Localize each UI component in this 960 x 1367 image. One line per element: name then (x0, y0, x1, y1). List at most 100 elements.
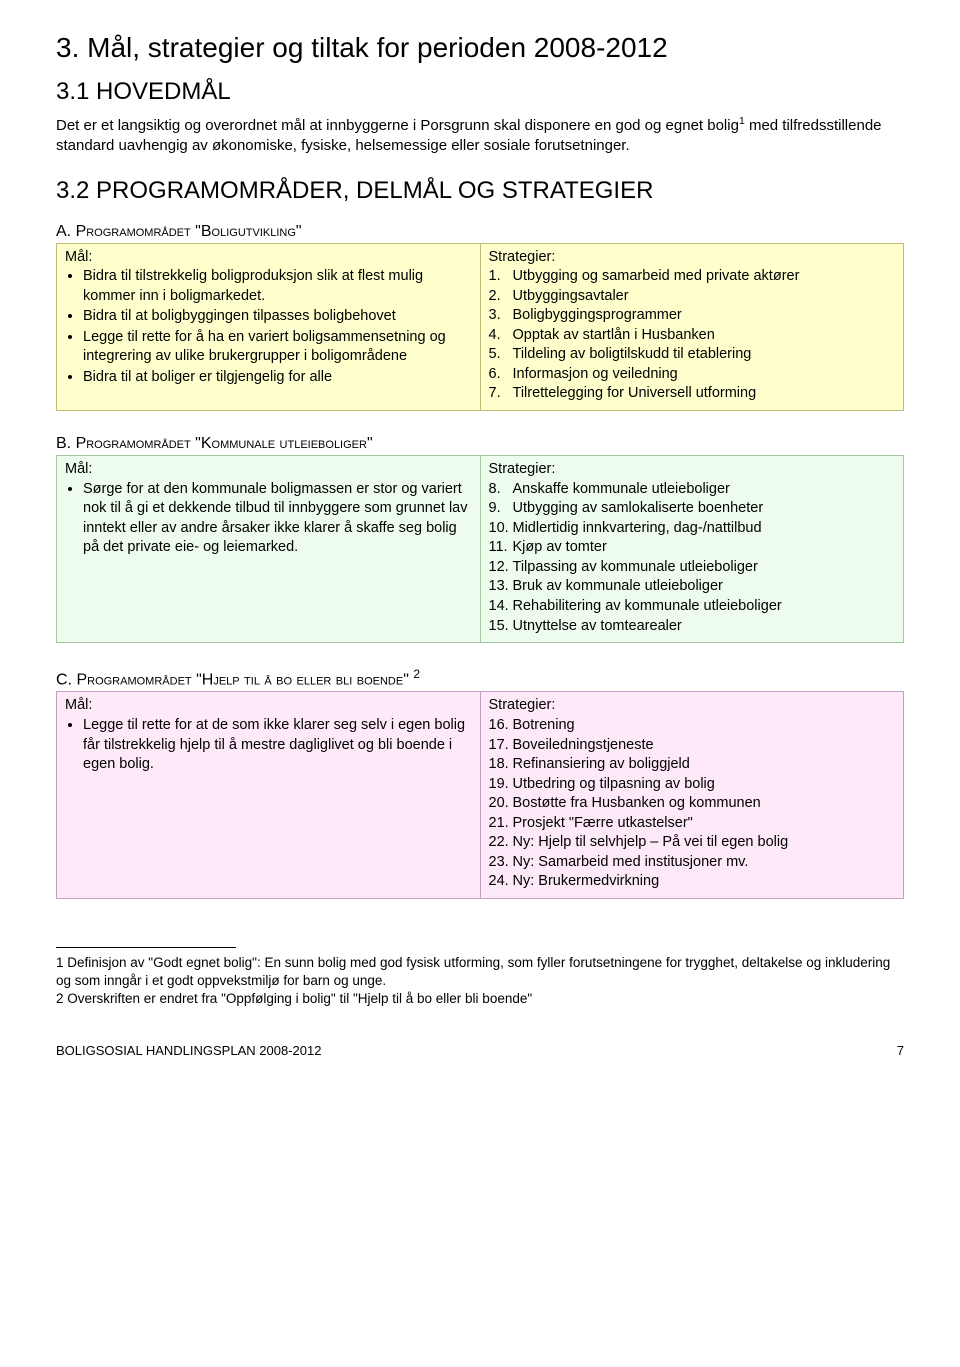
prog-a-strategies: 1.Utbygging og samarbeid med private akt… (489, 267, 896, 404)
prog-c-goals: Legge til rette for at de som ikke klare… (65, 716, 472, 775)
n: 17. (489, 736, 513, 756)
t: Informasjon og veiledning (513, 365, 896, 385)
t: Ny: Brukermedvirkning (513, 872, 896, 892)
t: Ny: Samarbeid med institusjoner mv. (513, 853, 896, 873)
footer-page-number: 7 (897, 1043, 904, 1058)
t: Utbedring og tilpasning av bolig (513, 775, 896, 795)
t: Utbygging av samlokaliserte boenheter (513, 499, 896, 519)
t: Bostøtte fra Husbanken og kommunen (513, 794, 896, 814)
mal-label: Mål: (65, 696, 472, 716)
h-c: "K (191, 435, 212, 452)
h-c: "B (191, 223, 212, 240)
n: 6. (489, 365, 513, 385)
prog-c-box: Mål: Legge til rette for at de som ikke … (56, 691, 904, 899)
h-e: " (296, 223, 302, 240)
n: 15. (489, 617, 513, 637)
t: Rehabilitering av kommunale utleiebolige… (513, 597, 896, 617)
sec31-paragraph: Det er et langsiktig og overordnet mål a… (56, 114, 904, 157)
n: 7. (489, 384, 513, 404)
h-b: rogramområdet (86, 223, 191, 240)
prog-a-box: Mål: Bidra til tilstrekkelig boligproduk… (56, 243, 904, 412)
n: 9. (489, 499, 513, 519)
footnote-ref-2: 2 (413, 667, 420, 681)
prog-a-goals: Bidra til tilstrekkelig boligproduksjon … (65, 267, 472, 387)
h-d: oligutvikling (212, 223, 296, 240)
footer-left: BOLIGSOSIAL HANDLINGSPLAN 2008-2012 (56, 1043, 321, 1058)
n: 19. (489, 775, 513, 795)
h-d: jelp til å bo eller bli boende (213, 671, 403, 688)
para-part-a: Det er et langsiktig og overordnet mål a… (56, 117, 739, 134)
t: Midlertidig innkvartering, dag-/nattilbu… (513, 519, 896, 539)
mal-label: Mål: (65, 248, 472, 268)
n: 20. (489, 794, 513, 814)
n: 5. (489, 345, 513, 365)
n: 11. (489, 538, 513, 558)
list-item: Legge til rette for å ha en variert boli… (83, 328, 472, 367)
h-a: B. P (56, 435, 86, 452)
prog-b-goals: Sørge for at den kommunale boligmassen e… (65, 480, 472, 558)
h-e: " (403, 671, 413, 688)
t: Ny: Hjelp til selvhjelp – På vei til ege… (513, 833, 896, 853)
h-a: A. P (56, 223, 86, 240)
sec32-heading: 3.2 PROGRAMOMRÅDER, DELMÅL OG STRATEGIER (56, 177, 904, 205)
list-item: Legge til rette for at de som ikke klare… (83, 716, 472, 775)
list-item: Bidra til tilstrekkelig boligproduksjon … (83, 267, 472, 306)
list-item: Bidra til at boliger er tilgjengelig for… (83, 368, 472, 388)
t: Utbyggingsavtaler (513, 287, 896, 307)
footnote-2: 2 Overskriften er endret fra "Oppfølging… (56, 990, 904, 1008)
prog-b-box: Mål: Sørge for at den kommunale boligmas… (56, 455, 904, 643)
t: Utnyttelse av tomtearealer (513, 617, 896, 637)
t: Kjøp av tomter (513, 538, 896, 558)
t: Anskaffe kommunale utleieboliger (513, 480, 896, 500)
strat-label: Strategier: (489, 696, 896, 716)
t: Bruk av kommunale utleieboliger (513, 577, 896, 597)
n: 18. (489, 755, 513, 775)
t: Utbygging og samarbeid med private aktør… (513, 267, 896, 287)
n: 16. (489, 716, 513, 736)
t: Botrening (513, 716, 896, 736)
page-footer: BOLIGSOSIAL HANDLINGSPLAN 2008-2012 7 (56, 1043, 904, 1058)
sec31-heading: 3.1 HOVEDMÅL (56, 78, 904, 106)
prog-a-heading: A. Programområdet "Boligutvikling" (56, 223, 904, 241)
prog-c-strategies: 16.Botrening 17.Boveiledningstjeneste 18… (489, 716, 896, 892)
t: Boveiledningstjeneste (513, 736, 896, 756)
t: Tildeling av boligtilskudd til etablerin… (513, 345, 896, 365)
prog-b-heading: B. Programområdet "Kommunale utleiebolig… (56, 435, 904, 453)
n: 8. (489, 480, 513, 500)
n: 13. (489, 577, 513, 597)
footnote-1: 1 Definisjon av "Godt egnet bolig": En s… (56, 954, 904, 990)
strat-label: Strategier: (489, 460, 896, 480)
h-c: "H (192, 671, 214, 688)
n: 2. (489, 287, 513, 307)
n: 22. (489, 833, 513, 853)
prog-b-strategies: 8.Anskaffe kommunale utleieboliger 9.Utb… (489, 480, 896, 637)
h-a: C. P (56, 671, 87, 688)
n: 12. (489, 558, 513, 578)
t: Boligbyggingsprogrammer (513, 306, 896, 326)
t: Prosjekt "Færre utkastelser" (513, 814, 896, 834)
list-item: Bidra til at boligbyggingen tilpasses bo… (83, 307, 472, 327)
footnotes: 1 Definisjon av "Godt egnet bolig": En s… (56, 954, 904, 1009)
t: Tilpassing av kommunale utleieboliger (513, 558, 896, 578)
page-title: 3. Mål, strategier og tiltak for periode… (56, 32, 904, 64)
n: 21. (489, 814, 513, 834)
strat-label: Strategier: (489, 248, 896, 268)
n: 1. (489, 267, 513, 287)
list-item: Sørge for at den kommunale boligmassen e… (83, 480, 472, 558)
n: 23. (489, 853, 513, 873)
t: Tilrettelegging for Universell utforming (513, 384, 896, 404)
n: 3. (489, 306, 513, 326)
h-e: " (367, 435, 373, 452)
footnote-rule (56, 947, 236, 948)
n: 24. (489, 872, 513, 892)
n: 4. (489, 326, 513, 346)
t: Opptak av startlån i Husbanken (513, 326, 896, 346)
prog-c-heading: C. Programområdet "Hjelp til å bo eller … (56, 667, 904, 689)
n: 14. (489, 597, 513, 617)
t: Refinansiering av boliggjeld (513, 755, 896, 775)
h-b: rogramområdet (86, 435, 191, 452)
h-b: rogramområdet (87, 671, 192, 688)
n: 10. (489, 519, 513, 539)
mal-label: Mål: (65, 460, 472, 480)
h-d: ommunale utleieboliger (212, 435, 367, 452)
